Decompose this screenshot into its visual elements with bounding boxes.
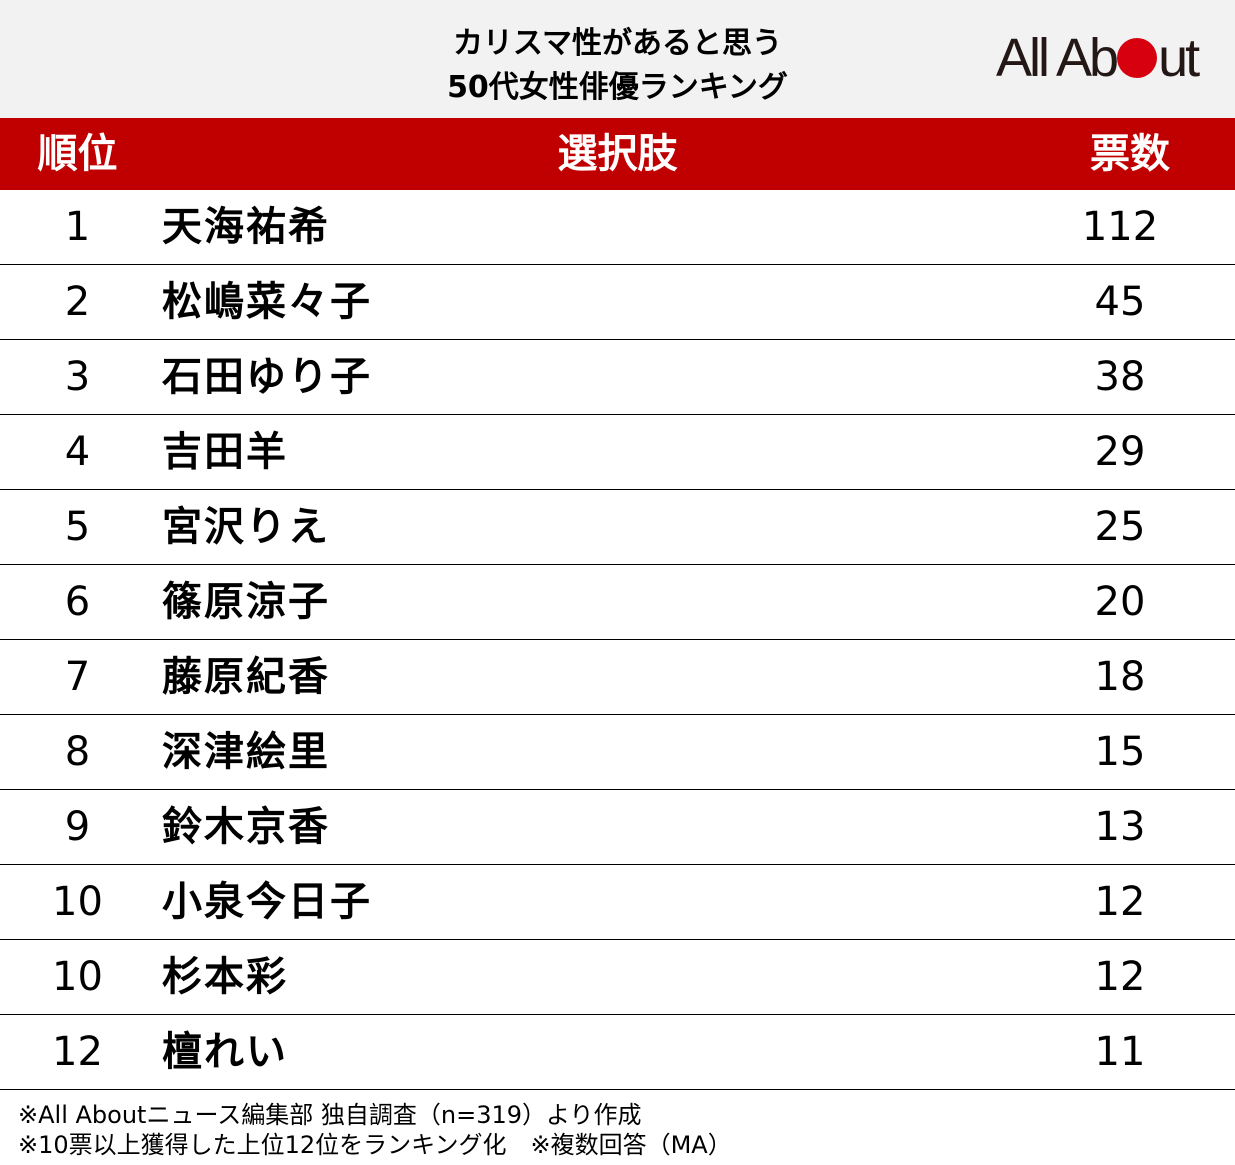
rank-cell: 10 bbox=[52, 954, 103, 1000]
table-row: 6 篠原涼子 20 bbox=[0, 565, 1235, 640]
name-cell: 藤原紀香 bbox=[162, 654, 330, 700]
table-row: 10 小泉今日子 12 bbox=[0, 865, 1235, 940]
rank-cell: 10 bbox=[52, 879, 103, 925]
table-row: 7 藤原紀香 18 bbox=[0, 640, 1235, 715]
table-row: 12 檀れい 11 bbox=[0, 1015, 1235, 1090]
name-cell: 天海祐希 bbox=[162, 204, 330, 250]
rank-cell: 5 bbox=[64, 504, 91, 550]
rank-cell: 9 bbox=[64, 804, 91, 850]
table-row: 3 石田ゆり子 38 bbox=[0, 340, 1235, 415]
logo-text-right: ut bbox=[1158, 28, 1200, 88]
logo-text-left: All Ab bbox=[996, 28, 1119, 88]
votes-cell: 13 bbox=[1094, 804, 1146, 850]
rank-cell: 2 bbox=[64, 279, 91, 325]
footnote-source: ※All Aboutニュース編集部 独自調査（n=319）より作成 bbox=[18, 1101, 642, 1129]
rank-cell: 3 bbox=[64, 354, 91, 400]
table-row: 5 宮沢りえ 25 bbox=[0, 490, 1235, 565]
votes-cell: 15 bbox=[1094, 729, 1146, 775]
votes-cell: 38 bbox=[1094, 354, 1146, 400]
allabout-logo: All Ab ut bbox=[996, 28, 1200, 88]
name-cell: 篠原涼子 bbox=[162, 579, 330, 625]
rank-cell: 12 bbox=[52, 1029, 103, 1075]
rank-cell: 4 bbox=[64, 429, 91, 475]
header-rank: 順位 bbox=[37, 131, 118, 177]
table-header: 順位 選択肢 票数 bbox=[0, 118, 1235, 190]
name-cell: 鈴木京香 bbox=[162, 804, 330, 850]
name-cell: 杉本彩 bbox=[162, 954, 288, 1000]
title-line-2: 50代女性俳優ランキング bbox=[447, 70, 788, 105]
name-cell: 石田ゆり子 bbox=[162, 354, 372, 400]
table-row: 4 吉田羊 29 bbox=[0, 415, 1235, 490]
rank-cell: 6 bbox=[64, 579, 91, 625]
footnotes: ※All Aboutニュース編集部 独自調査（n=319）より作成 ※10票以上… bbox=[18, 1100, 732, 1160]
name-cell: 小泉今日子 bbox=[162, 879, 372, 925]
table-row: 10 杉本彩 12 bbox=[0, 940, 1235, 1015]
table-row: 2 松嶋菜々子 45 bbox=[0, 265, 1235, 340]
votes-cell: 20 bbox=[1094, 579, 1146, 625]
table-row: 9 鈴木京香 13 bbox=[0, 790, 1235, 865]
votes-cell: 45 bbox=[1094, 279, 1146, 325]
rank-cell: 7 bbox=[64, 654, 91, 700]
name-cell: 宮沢りえ bbox=[162, 504, 330, 550]
title-area: カリスマ性があると思う 50代女性俳優ランキング All Ab ut bbox=[0, 0, 1235, 118]
votes-cell: 112 bbox=[1081, 204, 1159, 250]
table-row: 8 深津絵里 15 bbox=[0, 715, 1235, 790]
votes-cell: 29 bbox=[1094, 429, 1146, 475]
name-cell: 深津絵里 bbox=[162, 729, 330, 775]
name-cell: 松嶋菜々子 bbox=[162, 279, 372, 325]
rank-cell: 1 bbox=[64, 204, 91, 250]
votes-cell: 11 bbox=[1094, 1029, 1146, 1075]
table-row: 1 天海祐希 112 bbox=[0, 190, 1235, 265]
footnote-method: ※10票以上獲得した上位12位をランキング化 ※複数回答（MA） bbox=[18, 1131, 732, 1159]
votes-cell: 12 bbox=[1094, 879, 1146, 925]
votes-cell: 12 bbox=[1094, 954, 1146, 1000]
votes-cell: 25 bbox=[1094, 504, 1146, 550]
chart-title: カリスマ性があると思う 50代女性俳優ランキング bbox=[0, 22, 1235, 110]
name-cell: 檀れい bbox=[162, 1029, 288, 1075]
votes-cell: 18 bbox=[1094, 654, 1146, 700]
rank-cell: 8 bbox=[64, 729, 91, 775]
header-choice: 選択肢 bbox=[557, 131, 678, 177]
table-body: 1 天海祐希 112 2 松嶋菜々子 45 3 石田ゆり子 38 4 吉田羊 29 5 宮沢りえ 25 6 篠原… bbox=[0, 190, 1235, 1090]
ranking-table: 順位 選択肢 票数 1 天海祐希 112 2 松嶋菜々子 45 3 石田ゆり子 38 4 吉田羊 29… bbox=[0, 118, 1235, 1090]
logo-red-dot-icon bbox=[1117, 38, 1158, 78]
header-votes: 票数 bbox=[1090, 131, 1170, 177]
title-line-1: カリスマ性があると思う bbox=[452, 26, 783, 61]
name-cell: 吉田羊 bbox=[162, 429, 288, 475]
